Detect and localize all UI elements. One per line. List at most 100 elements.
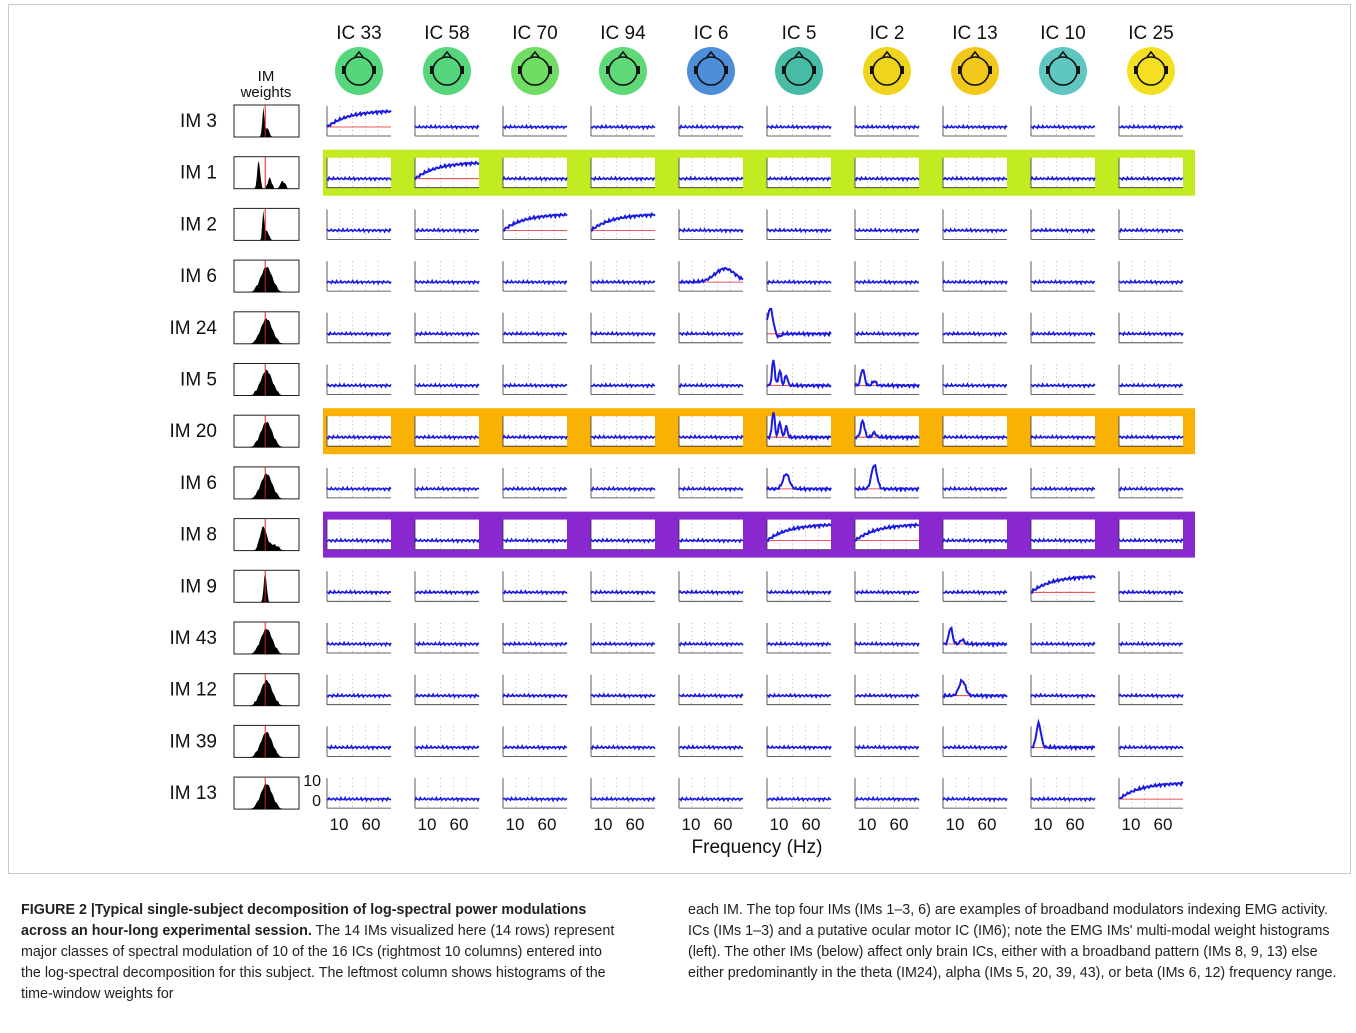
panel-bg	[943, 674, 1007, 705]
panel-bg	[767, 467, 831, 498]
panel-bg	[943, 157, 1007, 188]
spectrum-curve	[766, 692, 832, 700]
spectrum-panel	[766, 412, 832, 447]
nose-mark	[1058, 50, 1068, 58]
panel-bg	[591, 416, 655, 447]
spectrum-panel	[942, 157, 1008, 189]
scalp-map-icon	[335, 47, 383, 95]
spectrum-curve	[502, 123, 568, 131]
panel-bg	[1031, 519, 1095, 550]
panel-bg	[1031, 261, 1095, 292]
spectrum-curve	[1030, 278, 1096, 286]
panel-bg	[415, 726, 479, 757]
panel-bg	[767, 209, 831, 240]
spectrum-curve	[326, 330, 392, 338]
spectrum-curve	[1030, 330, 1096, 337]
scalp-disc	[951, 47, 999, 95]
spectrum-panel	[766, 106, 832, 137]
spectrum-panel	[854, 209, 920, 240]
panel-bg	[503, 416, 567, 447]
spectrum-curve	[766, 175, 832, 182]
spectrum-panel	[590, 106, 656, 137]
im-row-label: IM 13	[169, 783, 217, 804]
spectrum-panel	[414, 467, 480, 499]
spectrum-curve	[942, 588, 1008, 596]
weights-header-line1: IM	[258, 68, 275, 85]
spectrum-curve	[854, 692, 920, 700]
spectrum-curve	[1030, 175, 1096, 182]
spectrum-curve	[326, 537, 392, 544]
spectrum-curve	[326, 588, 392, 596]
spectrum-curve	[1030, 537, 1096, 544]
spectrum-panel	[678, 312, 744, 344]
spectrum-curve	[766, 307, 832, 339]
spectrum-curve	[854, 330, 920, 338]
spectrum-panel	[502, 623, 568, 654]
nose-mark	[442, 50, 452, 58]
spectrum-panel	[326, 209, 392, 240]
spectrum-panel	[766, 157, 832, 189]
panel-bg	[503, 467, 567, 498]
spectrum-curve	[942, 123, 1008, 131]
panel-bg	[503, 519, 567, 550]
spectrum-curve	[942, 796, 1008, 803]
nose-mark	[794, 50, 804, 58]
spectrum-curve	[1118, 123, 1184, 131]
spectrum-panel	[326, 623, 392, 654]
spectrum-panel	[502, 467, 568, 499]
spectrum-curve	[1118, 330, 1184, 337]
x-tick-label: 10	[946, 815, 965, 834]
right-ear	[1077, 66, 1080, 74]
panel-bg	[1031, 106, 1095, 136]
spectrum-panel	[414, 674, 480, 706]
x-tick-label: 10	[770, 815, 789, 834]
spectrum-panel	[1118, 726, 1184, 757]
spectrum-panel	[414, 778, 480, 809]
panel-bg	[1119, 261, 1183, 292]
spectrum-curve	[1118, 744, 1184, 751]
panel-bg	[855, 312, 919, 343]
spectrum-curve	[1118, 278, 1184, 286]
spectrum-panel	[326, 261, 392, 292]
right-ear	[813, 66, 816, 74]
panel-bg	[591, 312, 655, 343]
spectrum-panel	[326, 674, 392, 706]
spectrum-curve	[590, 123, 656, 131]
panel-bg	[1031, 157, 1095, 188]
panel-bg	[767, 106, 831, 136]
spectrum-panel	[942, 726, 1008, 757]
spectrum-curve	[590, 278, 656, 286]
panel-bg	[327, 261, 391, 292]
im-row-label: IM 43	[169, 628, 217, 649]
ic-label: IC 13	[952, 23, 997, 44]
spectrum-curve	[678, 382, 744, 389]
panel-bg	[855, 623, 919, 653]
panel-bg	[767, 571, 831, 602]
left-ear	[1046, 66, 1049, 74]
spectrum-curve	[942, 227, 1008, 234]
spectrum-panel	[854, 674, 920, 706]
spectrum-panel	[414, 312, 480, 344]
panel-bg	[1031, 312, 1095, 343]
panel-bg	[1031, 364, 1095, 395]
scalp-map-icon	[423, 47, 471, 95]
spectrum-curve	[414, 537, 480, 544]
x-tick-label: 60	[802, 815, 821, 834]
spectrum-panel	[414, 364, 480, 395]
panel-bg	[679, 571, 743, 602]
panel-bg	[855, 726, 919, 757]
spectrum-panel	[854, 416, 920, 447]
spectrum-curve	[1118, 485, 1184, 493]
caption-right-column: each IM. The top four IMs (IMs 1–3, 6) a…	[688, 902, 1337, 981]
spectrum-curve	[326, 108, 392, 128]
right-ear	[989, 66, 992, 74]
x-tick-label: 60	[714, 815, 733, 834]
spectrum-curve	[502, 433, 568, 441]
spectrum-panel	[1118, 364, 1184, 395]
panel-bg	[327, 571, 391, 602]
im-row-label: IM 6	[180, 473, 217, 494]
spectrum-curve	[854, 522, 920, 542]
scalp-map-icon	[687, 47, 735, 95]
spectral-modulation-figure: IC 33 IC 58 IC 70 IC 94 IC 6 IC 5 IC 2 IC 13 IC …	[169, 23, 1195, 858]
spectrum-panel	[502, 416, 568, 447]
